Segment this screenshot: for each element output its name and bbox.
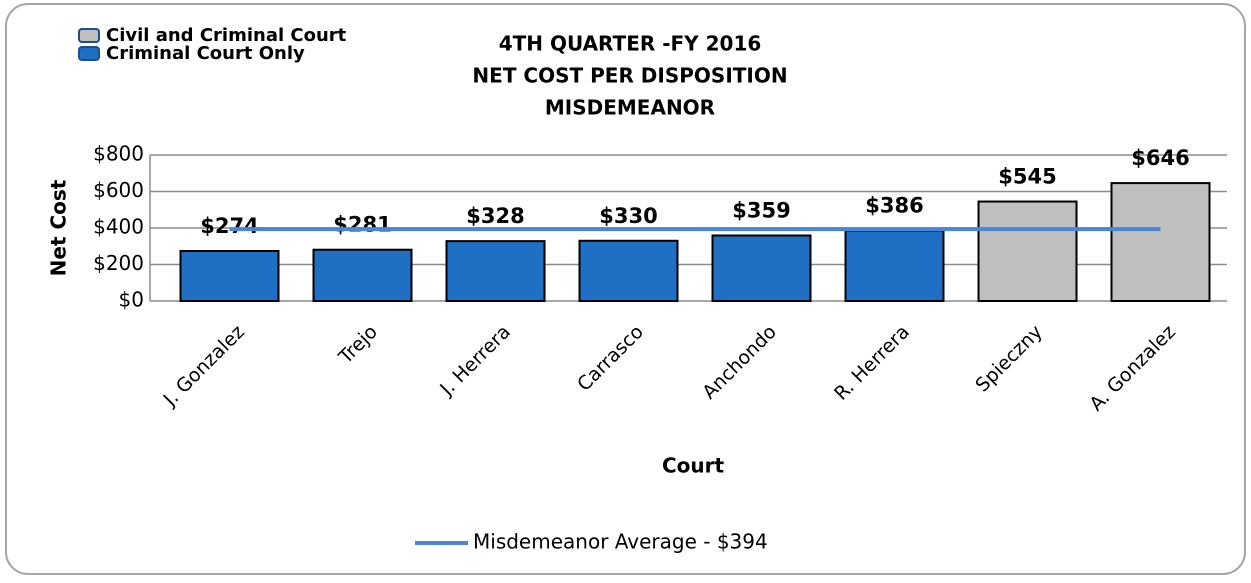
bar [1110, 182, 1211, 302]
chart-title: 4TH QUARTER -FY 2016 [499, 32, 762, 56]
chart-title: MISDEMEANOR [545, 96, 715, 120]
y-tick-label: $400 [93, 215, 144, 239]
bar [578, 239, 679, 302]
bar [711, 234, 812, 302]
data-label: $386 [865, 194, 923, 218]
chart-title: NET COST PER DISPOSITION [472, 64, 787, 88]
x-axis-title: Court [662, 454, 725, 478]
data-label: $646 [1131, 146, 1189, 170]
y-tick-label: $200 [93, 251, 144, 275]
y-axis-title: Net Cost [47, 179, 71, 276]
legend-label: Criminal Court Only [106, 43, 305, 64]
y-tick-label: $600 [93, 178, 144, 202]
bar [312, 248, 413, 302]
data-label: $359 [732, 198, 790, 222]
y-tick-label: $800 [93, 142, 144, 166]
bar [179, 249, 280, 302]
legend-label: Misdemeanor Average - $394 [473, 530, 768, 554]
data-label: $330 [599, 204, 657, 228]
legend-label: Civil and Criminal Court [106, 25, 347, 46]
data-label: $328 [466, 204, 524, 228]
y-tick-label: $0 [119, 288, 144, 312]
bar [445, 240, 546, 302]
bar [844, 229, 945, 302]
data-label: $274 [200, 214, 258, 238]
legend-swatch [78, 46, 100, 61]
data-label: $545 [998, 165, 1056, 189]
legend-swatch [78, 28, 100, 43]
bar [977, 200, 1078, 303]
data-label: $281 [333, 213, 391, 237]
